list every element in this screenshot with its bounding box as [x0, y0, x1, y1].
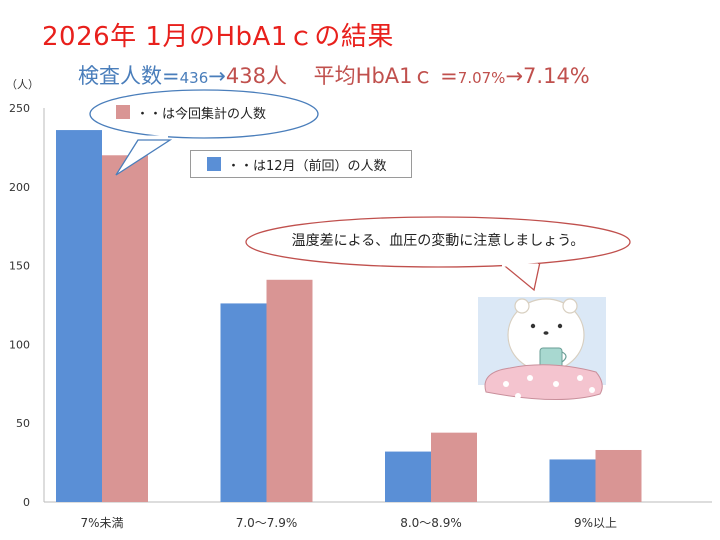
x-tick-label: 7.0〜7.9%	[236, 516, 298, 530]
count-current: 438	[225, 64, 266, 88]
callout-text: 温度差による、血圧の変動に注意しましょう。	[291, 233, 585, 249]
legend-previous-swatch	[207, 157, 221, 171]
legend-current-swatch	[116, 105, 130, 119]
legend-previous: ・・は12月（前回）の人数	[190, 150, 412, 178]
y-tick-label: 0	[23, 496, 30, 509]
bar-current-2	[431, 432, 477, 502]
bar-current-1	[266, 279, 313, 502]
avg-arrow: →	[505, 64, 524, 88]
bar-current-0	[102, 155, 148, 502]
x-tick-label: 8.0〜8.9%	[400, 516, 462, 530]
bar-previous-1	[220, 303, 267, 502]
y-tick-label: 50	[16, 417, 30, 430]
avg-previous: 7.07%	[457, 69, 506, 87]
y-tick-label: 200	[9, 181, 30, 194]
legend-current-label: ・・は今回集計の人数	[136, 106, 267, 122]
y-axis-label: （人）	[6, 78, 39, 91]
avg-label: 平均HbA1ｃ =	[313, 64, 458, 88]
count-label: 検査人数=	[78, 64, 180, 88]
callout-bubble	[245, 216, 631, 292]
legend-bubble	[89, 89, 319, 176]
y-tick-label: 250	[9, 102, 30, 115]
bar-previous-0	[56, 130, 102, 502]
x-tick-label: 9%以上	[574, 516, 617, 530]
summary-line: 検査人数=436→438人 平均HbA1ｃ =7.07%→7.14%	[78, 60, 590, 90]
page-title: 2026年 1月のHbA1ｃの結果	[42, 22, 394, 52]
bar-current-3	[595, 449, 642, 502]
polar-bear-with-cup-icon	[478, 297, 606, 401]
count-arrow: →	[208, 64, 226, 88]
y-tick-label: 100	[9, 338, 30, 351]
legend-previous-label: ・・は12月（前回）の人数	[227, 158, 387, 174]
legend-current: ・・は今回集計の人数	[96, 100, 316, 124]
count-previous: 436	[179, 69, 209, 87]
x-tick-label: 7%未満	[80, 516, 123, 530]
count-unit: 人	[265, 64, 287, 88]
avg-current: 7.14%	[523, 64, 590, 88]
bar-previous-2	[385, 451, 431, 502]
y-tick-label: 150	[9, 260, 30, 273]
bar-previous-3	[549, 459, 596, 502]
